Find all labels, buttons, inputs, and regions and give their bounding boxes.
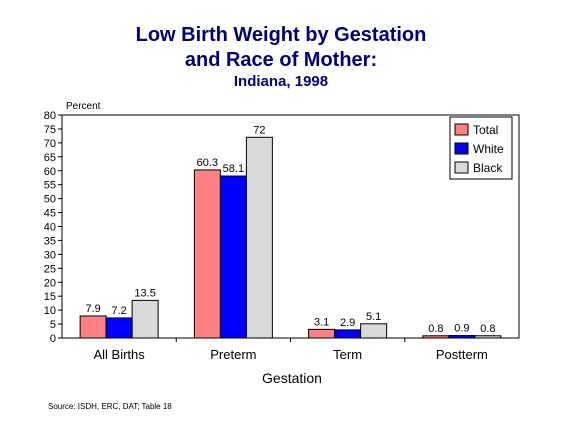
bar-total — [79, 315, 107, 339]
bar-white — [334, 329, 362, 339]
data-label: 58.1 — [223, 163, 244, 175]
bar-total — [308, 328, 336, 339]
data-label: 13.5 — [134, 287, 155, 299]
chart-title-line1: Low Birth Weight by Gestation — [136, 24, 427, 46]
y-tick-label: 45 — [44, 208, 56, 220]
y-tick-label: 15 — [44, 291, 56, 303]
legend-label-white: White — [473, 142, 504, 156]
legend-swatch-black — [454, 161, 469, 174]
data-label: 5.1 — [366, 311, 381, 323]
data-label: 3.1 — [314, 316, 329, 328]
data-label: 7.2 — [111, 305, 126, 317]
bar-total — [422, 335, 450, 339]
y-tick-label: 50 — [44, 194, 56, 206]
legend-swatch-white — [454, 142, 469, 155]
bar-total — [193, 169, 221, 339]
chart-subtitle: Indiana, 1998 — [234, 73, 328, 90]
bar-black — [360, 323, 388, 339]
legend-label-total: Total — [473, 123, 498, 137]
bar-white — [105, 317, 133, 339]
y-tick-label: 75 — [44, 124, 56, 136]
y-tick-label: 40 — [44, 222, 56, 234]
y-tick-label: 65 — [44, 152, 56, 164]
x-category-label: Term — [333, 347, 362, 362]
y-tick-label: 80 — [44, 110, 56, 122]
data-label: 60.3 — [197, 157, 218, 169]
x-category-label: All Births — [93, 347, 145, 362]
y-tick-label: 5 — [50, 319, 56, 331]
y-tick-label: 20 — [44, 277, 56, 289]
x-category-label: Preterm — [210, 347, 256, 362]
bar-black — [474, 335, 502, 339]
y-tick-label: 10 — [44, 305, 56, 317]
y-axis-title: Percent — [66, 101, 101, 112]
x-category-label: Postterm — [436, 347, 488, 362]
legend-swatch-total — [454, 123, 469, 136]
data-label: 0.9 — [454, 322, 469, 334]
bar-black — [245, 136, 273, 339]
y-tick-label: 55 — [44, 180, 56, 192]
data-label: 0.8 — [480, 323, 495, 335]
y-tick-label: 70 — [44, 138, 56, 150]
data-label: 7.9 — [85, 303, 100, 315]
chart-title-line2: and Race of Mother: — [185, 49, 377, 71]
x-axis-title: Gestation — [262, 370, 322, 386]
bar-white — [448, 334, 476, 339]
bar-black — [131, 299, 159, 339]
data-label: 0.8 — [428, 323, 443, 335]
data-label: 72 — [253, 124, 265, 136]
y-tick-label: 60 — [44, 166, 56, 178]
legend: Total White Black — [449, 116, 513, 180]
y-tick-label: 0 — [50, 333, 56, 345]
y-tick-label: 30 — [44, 249, 56, 261]
source-note: Source: ISDH, ERC, DAT; Table 18 — [48, 402, 172, 411]
legend-label-black: Black — [473, 161, 503, 175]
y-tick-label: 35 — [44, 235, 56, 247]
data-label: 2.9 — [340, 317, 355, 329]
y-tick-label: 25 — [44, 263, 56, 275]
bar-white — [219, 175, 247, 339]
